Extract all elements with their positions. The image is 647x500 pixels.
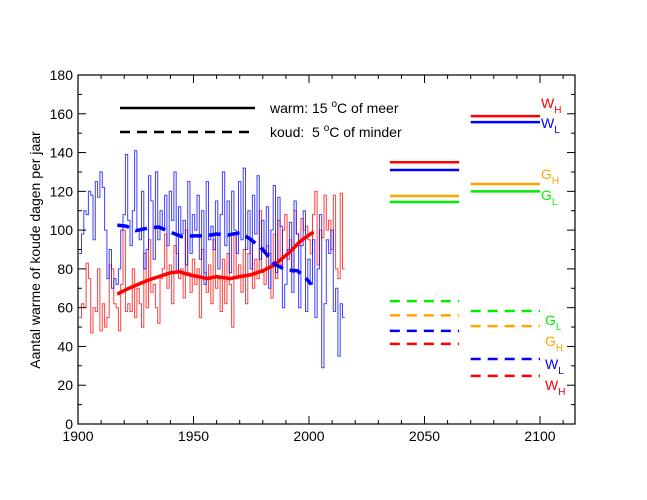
cold-days-smoothed-line <box>117 223 313 286</box>
scenario-label-warm-GH: GH <box>541 166 559 187</box>
scenario-label-cold-GL: GL <box>545 312 562 333</box>
y-tick-label: 0 <box>65 416 73 432</box>
scenario-label-warm-GL: GL <box>541 187 558 208</box>
x-tick-label: 1950 <box>178 428 209 444</box>
scenario-label-warm-WL: WL <box>541 115 560 136</box>
y-tick-label: 100 <box>50 222 74 238</box>
scenario-label-cold-GH: GH <box>545 333 563 354</box>
scenario-label-cold-WL: WL <box>545 356 564 377</box>
legend-label-dashed: koud: 5 oC of minder <box>270 123 402 140</box>
legend-label-solid: warm: 15 oC of meer <box>269 99 399 116</box>
y-tick-label: 20 <box>57 377 73 393</box>
x-tick-label: 2050 <box>409 428 440 444</box>
scenario-label-cold-WH: WH <box>545 377 565 398</box>
x-tick-label: 2000 <box>293 428 324 444</box>
y-tick-label: 80 <box>57 261 73 277</box>
y-tick-label: 140 <box>50 145 74 161</box>
y-tick-label: 60 <box>57 300 73 316</box>
y-tick-label: 180 <box>50 67 74 83</box>
x-tick-label: 2100 <box>524 428 555 444</box>
x-tick-label: 1900 <box>62 428 93 444</box>
scenario-label-warm-WH: WH <box>541 95 561 116</box>
y-tick-label: 120 <box>50 183 74 199</box>
warm-days-smoothed-line <box>116 230 315 296</box>
y-axis-label: Aantal warme of koude dagen per jaar <box>27 131 43 369</box>
y-tick-label: 160 <box>50 106 74 122</box>
cold-days-yearly-series <box>79 150 345 369</box>
warm-days-yearly-series <box>79 190 345 334</box>
y-tick-label: 40 <box>57 338 73 354</box>
